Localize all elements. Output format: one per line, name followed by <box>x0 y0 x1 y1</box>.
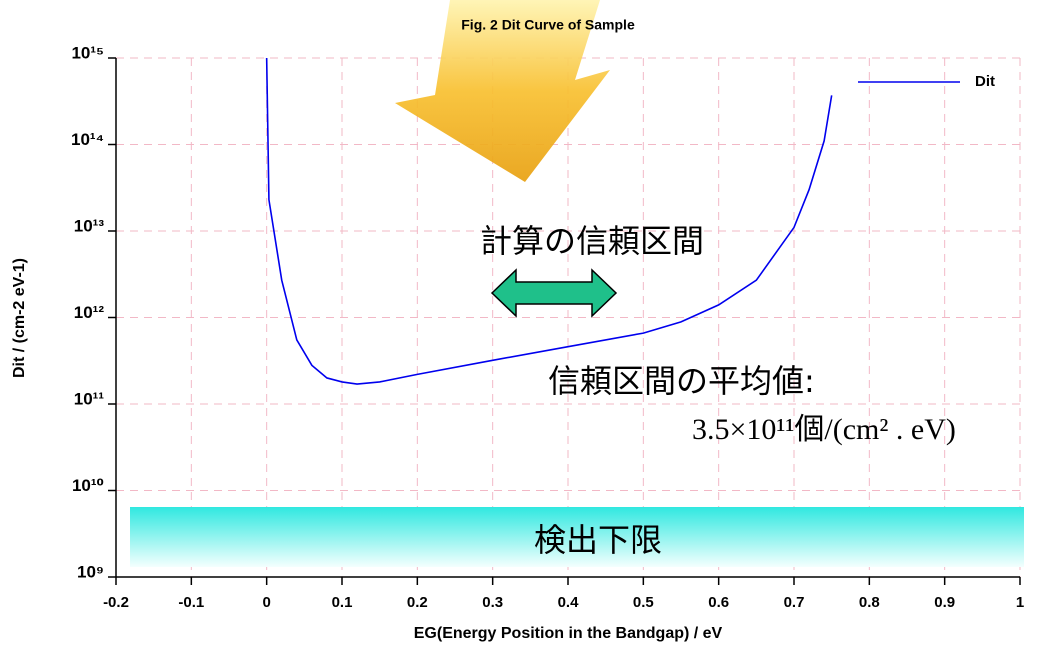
y-tick-label: 10⁹ <box>77 562 104 581</box>
x-tick-label: -0.2 <box>103 594 129 611</box>
y-tick-label: 10¹² <box>74 303 105 322</box>
y-tick-label: 10¹⁵ <box>71 43 104 62</box>
interval-arrow <box>492 270 616 316</box>
annotation: 検出下限 <box>534 521 662 559</box>
x-tick-label: 1 <box>1016 594 1024 611</box>
x-tick-label: -0.1 <box>178 594 204 611</box>
x-tick-label: 0.3 <box>482 594 503 611</box>
x-tick-label: 0.2 <box>407 594 428 611</box>
x-tick-label: 0.5 <box>633 594 654 611</box>
legend-label: Dit <box>975 73 995 90</box>
y-axis-label: Dit / (cm-2 eV-1) <box>11 258 28 378</box>
x-tick-label: 0.4 <box>558 594 580 611</box>
chart: Fig. 2 Dit Curve of Sample EG(Energy Pos… <box>0 0 1044 648</box>
y-tick-label: 10¹⁰ <box>72 476 104 495</box>
x-tick-label: 0.7 <box>784 594 805 611</box>
chart-title: Fig. 2 Dit Curve of Sample <box>461 17 635 33</box>
x-tick-label: 0.8 <box>859 594 880 611</box>
x-tick-label: 0.6 <box>708 594 729 611</box>
annotation: 信頼区間の平均値: <box>548 362 815 400</box>
annotation: 3.5×10¹¹個/(cm² . eV) <box>692 413 956 446</box>
x-tick-label: 0 <box>262 594 270 611</box>
y-tick-label: 10¹³ <box>74 216 105 235</box>
grid <box>116 58 1020 577</box>
annotation: 計算の信頼区間 <box>480 222 704 260</box>
x-tick-label: 0.1 <box>332 594 353 611</box>
x-tick-label: 0.9 <box>934 594 955 611</box>
x-axis-label: EG(Energy Position in the Bandgap) / eV <box>414 625 723 642</box>
y-tick-label: 10¹⁴ <box>71 130 104 149</box>
y-tick-label: 10¹¹ <box>74 389 105 408</box>
